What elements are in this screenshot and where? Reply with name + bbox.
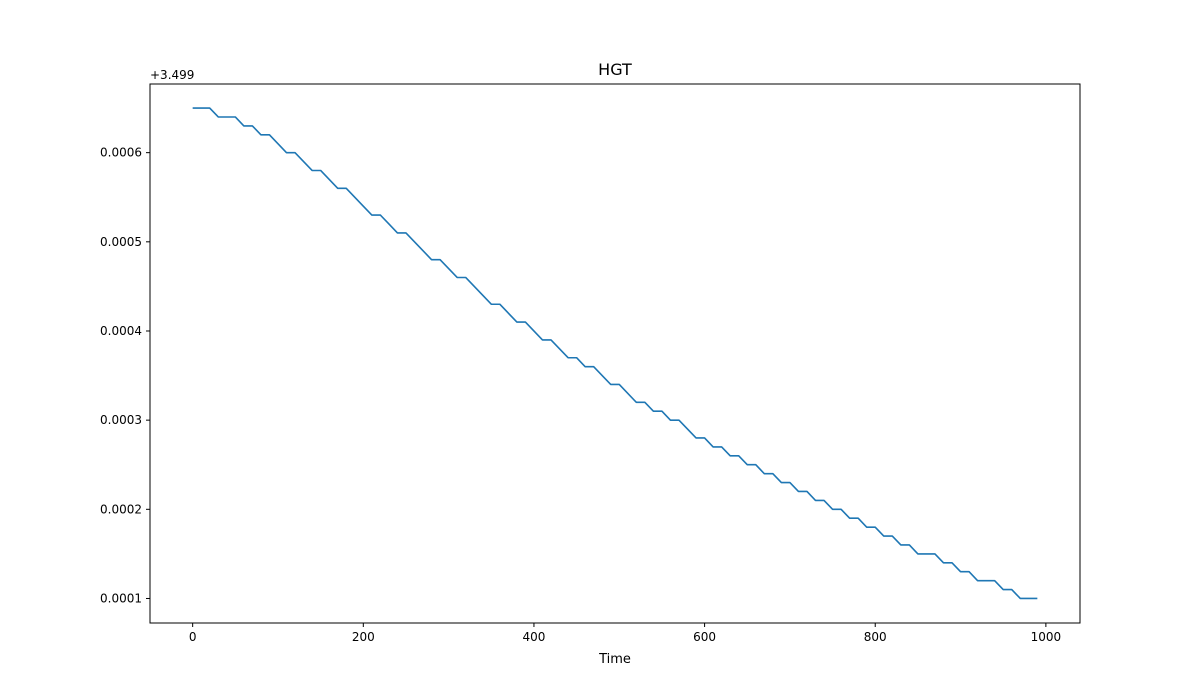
x-axis-label: Time (598, 652, 631, 667)
y-tick-label: 0.0003 (100, 413, 142, 427)
y-axis: 0.0001 0.0002 0.0003 0.0004 0.0005 0.0006 (100, 146, 150, 605)
plot-frame (149, 83, 1081, 624)
x-axis: 0 200 400 600 800 1000 (189, 623, 1061, 644)
x-tick-label: 800 (864, 630, 887, 644)
y-tick-label: 0.0002 (100, 502, 142, 516)
x-tick-label: 400 (522, 630, 545, 644)
y-tick-label: 0.0006 (100, 146, 142, 160)
y-offset-label: +3.499 (150, 68, 194, 82)
x-tick-label: 1000 (1031, 630, 1062, 644)
x-tick-label: 600 (693, 630, 716, 644)
plot-layer (192, 107, 1038, 600)
x-tick-label: 200 (352, 630, 375, 644)
y-tick-label: 0.0004 (100, 324, 142, 338)
y-tick-label: 0.0001 (100, 591, 142, 605)
series-line (192, 107, 1038, 600)
y-tick-label: 0.0005 (100, 235, 142, 249)
x-tick-label: 0 (189, 630, 197, 644)
chart-title: HGT (598, 60, 632, 79)
